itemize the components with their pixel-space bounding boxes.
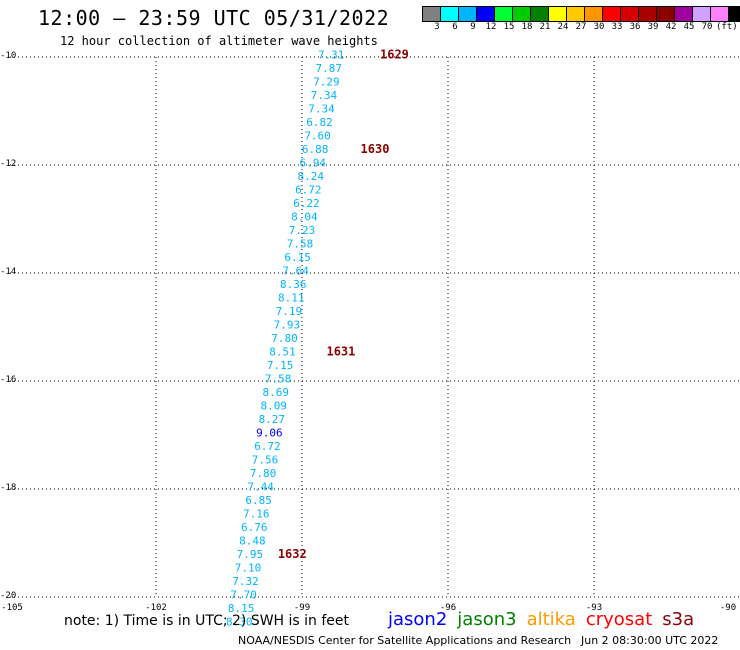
time-label: 1632 [278,547,307,561]
wave-height-label: 8.36 [280,278,307,291]
color-legend-labels: 3 6 9 12 15 18 21 24 27 30 33 36 39 42 45 70 [422,22,740,34]
wave-height-label: 7.23 [289,224,316,237]
wave-height-label: 8.11 [278,291,305,304]
x-tick-label: -102 [145,603,167,613]
wave-height-label: 6.22 [293,197,320,210]
wave-height-label: 6.85 [245,494,272,507]
color-legend [422,6,740,22]
legend-swatch [728,6,740,22]
wave-height-label: 7.93 [274,318,301,331]
legend-label: 42 [665,22,677,32]
legend-label: 36 [629,22,641,32]
y-tick-label: -18 [0,483,17,493]
satellite-name: jason2 [388,609,448,630]
x-tick-label: -99 [293,603,311,613]
legend-label: 33 [611,22,623,32]
wave-height-label: 7.29 [313,75,340,88]
time-label: 1629 [380,47,409,61]
legend-label: 30 [593,22,605,32]
wave-height-label: 7.95 [237,548,264,561]
wave-height-label: 6.88 [302,143,329,156]
wave-height-label: 8.51 [269,345,296,358]
wave-height-label: 8.30 [226,615,253,628]
satellite-name: cryosat [585,609,653,630]
satellite-legend: jason2 jason3 altika cryosat s3a [388,609,694,630]
wave-height-label: 8.04 [291,210,318,223]
credit-line: NOAA/NESDIS Center for Satellite Applica… [238,634,572,647]
wave-height-label: 7.31 [318,48,345,61]
y-tick-label: -16 [0,375,17,385]
legend-label: 24 [557,22,569,32]
legend-label: 39 [647,22,659,32]
wave-height-label: 8.24 [298,170,325,183]
wave-height-label: 8.15 [228,602,255,615]
wave-height-label: 6.82 [306,116,333,129]
wave-height-label: 7.58 [287,237,314,250]
wave-height-label: 7.34 [311,89,338,102]
legend-label: 12 [485,22,497,32]
x-tick-label: -90 [719,603,737,613]
wave-height-label: 7.58 [265,372,292,385]
wave-height-label: 7.56 [252,453,279,466]
legend-label: 21 [539,22,551,32]
legend-label: 15 [503,22,515,32]
page-subtitle: 12 hour collection of altimeter wave hei… [60,34,378,48]
x-tick-label: -96 [439,603,457,613]
wave-height-label: 6.72 [254,440,281,453]
wave-height-label: 6.72 [295,183,322,196]
x-tick-label: -105 [1,603,23,613]
y-tick-label: -10 [0,51,17,61]
wave-height-label: 6.15 [284,251,311,264]
wave-height-label: 7.80 [271,332,298,345]
x-tick-label: -93 [585,603,603,613]
legend-unit: (ft) [716,22,738,32]
wave-height-label: 9.06 [256,426,283,439]
y-tick-label: -14 [0,267,17,277]
legend-label: 27 [575,22,587,32]
wave-height-label: 7.87 [316,62,343,75]
wave-height-label: 7.19 [276,305,303,318]
legend-label: 70 [701,22,713,32]
generation-timestamp: Jun 2 08:30:00 UTC 2022 [581,634,719,647]
wave-height-label: 7.15 [267,359,294,372]
wave-height-label: 6.76 [241,521,268,534]
wave-height-label: 7.32 [232,575,259,588]
wave-height-label: 8.69 [262,386,289,399]
satellite-name: altika [526,609,576,630]
wave-height-label: 8.27 [259,413,286,426]
wave-height-label: 7.80 [250,467,277,480]
legend-label: 45 [683,22,695,32]
legend-label: 18 [521,22,533,32]
page-title: 12:00 — 23:59 UTC 05/31/2022 [38,6,390,30]
wave-height-label: 8.09 [261,399,288,412]
wave-height-label: 8.48 [239,534,266,547]
footnote: note: 1) Time is in UTC; 2) SWH is in fe… [64,613,350,629]
satellite-name: jason3 [457,609,517,630]
time-label: 1631 [326,344,355,358]
satellite-name: s3a [662,609,695,630]
legend-label: 9 [470,22,476,32]
wave-height-label: 7.44 [247,480,274,493]
legend-label: 3 [434,22,440,32]
legend-label: 6 [452,22,458,32]
y-tick-label: -12 [0,159,17,169]
y-tick-label: -20 [0,591,17,601]
wave-height-label: 7.34 [308,102,335,115]
wave-height-label: 7.10 [235,561,262,574]
wave-height-label: 7.64 [282,264,309,277]
wave-height-label: 7.70 [230,588,257,601]
wave-height-label: 7.60 [304,129,331,142]
wave-height-label: 7.16 [243,507,270,520]
wave-height-label: 6.94 [299,156,326,169]
time-label: 1630 [361,142,390,156]
